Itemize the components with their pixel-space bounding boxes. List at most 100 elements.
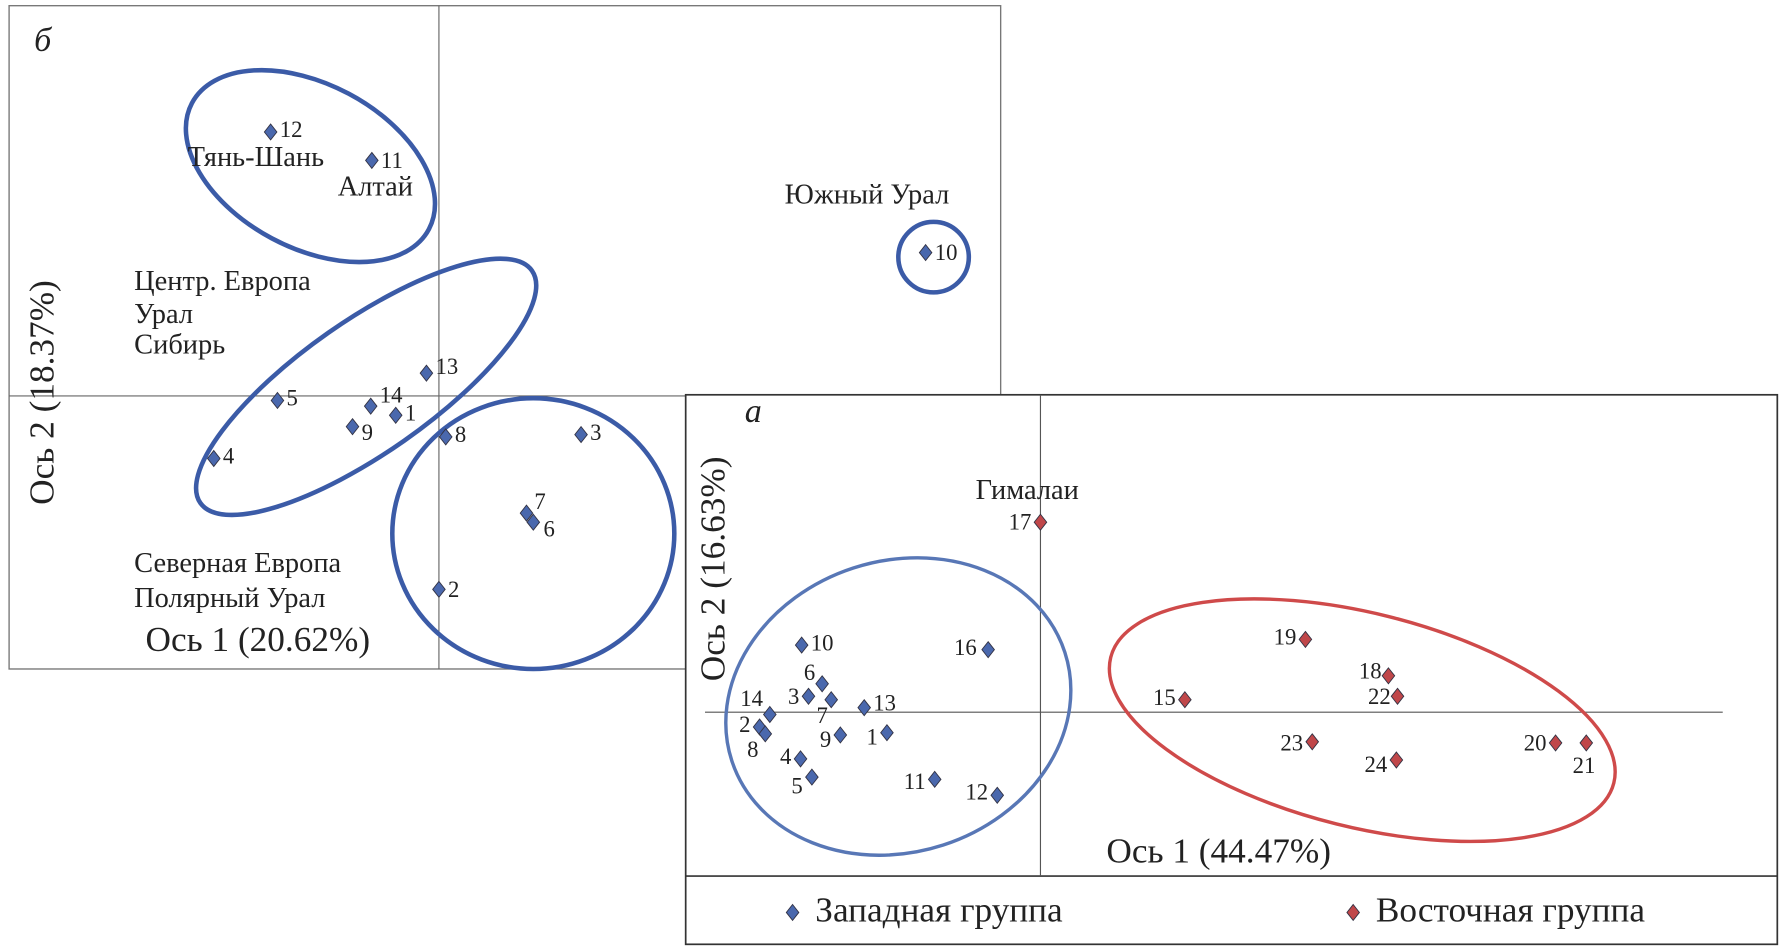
point xyxy=(263,123,278,141)
ellipse xyxy=(193,256,539,518)
point-label: 14 xyxy=(380,382,403,407)
point-label: 10 xyxy=(935,240,958,265)
panel-label: б xyxy=(34,22,53,59)
ellipse xyxy=(896,219,972,295)
point-label: 1 xyxy=(405,400,416,425)
legend-marker xyxy=(785,903,800,922)
point xyxy=(981,640,995,659)
point-label: 3 xyxy=(788,684,799,709)
point-label: 8 xyxy=(455,422,466,447)
point xyxy=(918,243,933,262)
point-label: 11 xyxy=(381,148,403,173)
point-label: 7 xyxy=(534,489,545,514)
legend-label: Восточная группа xyxy=(1376,891,1645,930)
point-label: 9 xyxy=(820,727,831,752)
annotation: Тянь-Шань xyxy=(188,142,324,173)
point-label: 17 xyxy=(1009,510,1032,535)
point xyxy=(363,397,378,415)
point xyxy=(857,698,872,717)
point-label: 19 xyxy=(1274,625,1297,650)
annotation: Северная Европа xyxy=(134,548,341,579)
point-label: 11 xyxy=(904,769,926,794)
annotation: Сибирь xyxy=(134,330,225,361)
point-label: 23 xyxy=(1280,730,1303,755)
point xyxy=(927,770,942,789)
point xyxy=(880,723,894,742)
point xyxy=(432,580,446,599)
annotation: Урал xyxy=(134,299,193,330)
point-label: 8 xyxy=(747,737,758,762)
point xyxy=(519,504,534,522)
point-label: 2 xyxy=(739,712,750,737)
point-label: 4 xyxy=(223,444,235,469)
point-label: 6 xyxy=(804,660,815,685)
point xyxy=(758,725,773,743)
panel-a: а Гималаи Ось 1 (44.47%) Ось 2 (16.63%) … xyxy=(684,393,1779,946)
annotation: Гималаи xyxy=(976,475,1079,506)
point xyxy=(1548,734,1563,752)
point xyxy=(270,391,285,410)
point-label: 9 xyxy=(362,420,373,445)
point-label: 10 xyxy=(811,630,834,655)
ellipse xyxy=(1107,597,1617,844)
point xyxy=(1381,667,1396,685)
panel-b: б Тянь-Шань Алтай Южный Урал Центр. Евро… xyxy=(8,5,1002,672)
point xyxy=(419,364,434,382)
point xyxy=(801,687,816,705)
ellipse xyxy=(390,395,677,672)
point-label: 14 xyxy=(740,686,763,711)
point xyxy=(388,406,403,424)
point xyxy=(1305,733,1320,751)
annotation: Полярный Урал xyxy=(134,583,325,614)
point-label: 2 xyxy=(448,577,459,602)
x-axis-label: Ось 1 (44.47%) xyxy=(1106,832,1331,871)
point xyxy=(794,636,809,654)
point-label: 12 xyxy=(280,117,303,142)
panel-label: а xyxy=(745,393,762,430)
point xyxy=(833,726,848,744)
point-label: 18 xyxy=(1359,659,1382,684)
point xyxy=(526,513,541,531)
ellipse xyxy=(183,67,438,265)
point xyxy=(1033,513,1048,531)
point xyxy=(1389,751,1404,769)
point-label: 13 xyxy=(873,691,896,716)
annotation: Центр. Европа xyxy=(134,266,311,297)
point-label: 21 xyxy=(1573,753,1596,778)
frame xyxy=(684,393,1779,946)
point-label: 16 xyxy=(954,635,977,660)
annotation: Южный Урал xyxy=(785,179,950,210)
point-label: 13 xyxy=(436,354,459,379)
x-axis-label: Ось 1 (20.62%) xyxy=(146,620,371,659)
point xyxy=(1298,630,1313,649)
point-label: 7 xyxy=(816,703,827,728)
group-outlines xyxy=(183,67,972,672)
point-label: 6 xyxy=(544,517,555,542)
annotation: Алтай xyxy=(338,171,413,202)
point-label: 24 xyxy=(1365,752,1388,777)
point xyxy=(206,449,221,468)
ellipse xyxy=(724,556,1073,857)
point-label: 22 xyxy=(1368,684,1391,709)
point xyxy=(793,750,808,768)
point xyxy=(365,151,379,170)
point-label: 5 xyxy=(287,386,298,411)
point xyxy=(1390,687,1405,705)
point xyxy=(438,428,453,446)
y-axis-label: Ось 2 (16.63%) xyxy=(693,457,732,682)
point xyxy=(805,768,819,786)
y-axis-label: Ось 2 (18.37%) xyxy=(23,280,62,505)
point xyxy=(762,705,777,724)
point-label: 3 xyxy=(590,420,601,445)
legend-label: Западная группа xyxy=(815,891,1063,930)
point xyxy=(1178,690,1192,709)
point-label: 20 xyxy=(1524,730,1547,755)
point xyxy=(574,425,588,444)
point-label: 15 xyxy=(1153,685,1176,710)
point xyxy=(815,675,829,693)
point-label: 5 xyxy=(791,774,802,799)
point xyxy=(990,786,1005,804)
point xyxy=(345,417,360,436)
point-label: 1 xyxy=(866,725,877,750)
